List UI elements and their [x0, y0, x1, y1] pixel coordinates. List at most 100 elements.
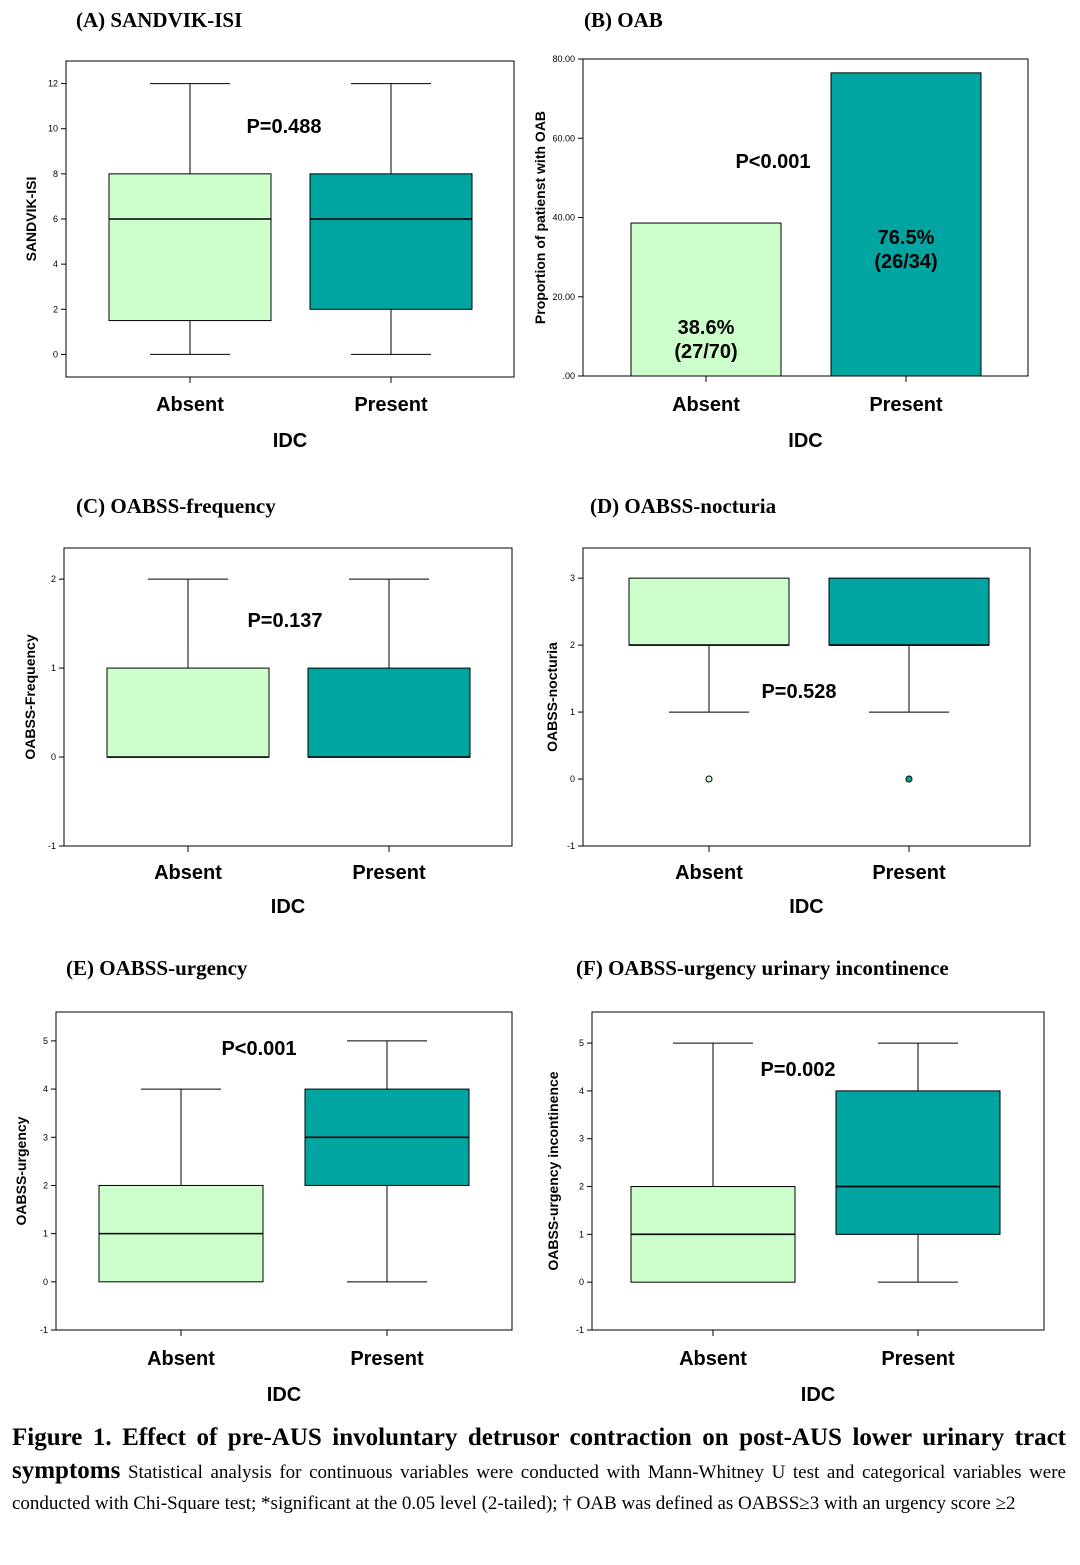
x-tick-label: Absent — [147, 1348, 215, 1370]
y-tick-label: 0 — [43, 1277, 48, 1287]
y-tick-label: 60.00 — [552, 133, 575, 143]
x-tick-label: Absent — [679, 1348, 747, 1370]
panel-title: (D) OABSS-nocturia — [590, 494, 777, 518]
outlier-point — [705, 775, 713, 783]
panel-title: (A) SANDVIK-ISI — [76, 8, 242, 32]
y-tick-label: 8 — [53, 169, 58, 179]
y-tick-label: 4 — [43, 1084, 48, 1094]
y-tick-label: 1 — [579, 1229, 584, 1239]
panel-title: (C) OABSS-frequency — [76, 494, 276, 518]
y-tick-label: 1 — [43, 1229, 48, 1239]
y-tick-label: -1 — [48, 841, 56, 851]
x-tick-label: Absent — [156, 394, 224, 416]
chart-panel-4: (D) OABSS-nocturia -1 0 1 2 3 OABSS-nocturia Ab… — [544, 494, 1031, 918]
y-tick-label: 3 — [579, 1134, 584, 1144]
box-present — [307, 667, 471, 758]
x-axis-title: IDC — [267, 1384, 301, 1406]
bar-value-label: 76.5% — [878, 227, 935, 249]
p-value-annotation: P<0.001 — [735, 151, 810, 173]
y-tick-label: 20.00 — [552, 292, 575, 302]
x-tick-label: Absent — [672, 394, 740, 416]
y-tick-label: 2 — [579, 1182, 584, 1192]
x-tick-label: Absent — [675, 862, 743, 884]
y-tick-label: 0 — [570, 774, 575, 784]
x-axis-title: IDC — [271, 896, 305, 918]
bar-count-label: (26/34) — [874, 251, 937, 273]
p-value-annotation: P=0.528 — [761, 681, 836, 703]
y-tick-label: 3 — [570, 573, 575, 583]
box-absent — [108, 173, 272, 322]
panel-title: (E) OABSS-urgency — [66, 956, 248, 980]
y-tick-label: 2 — [43, 1180, 48, 1190]
x-tick-label: Present — [350, 1348, 424, 1370]
figure-caption: Figure 1. Effect of pre-AUS involuntary … — [12, 1422, 1066, 1519]
plot-frame — [591, 1011, 1045, 1331]
outlier-point — [905, 775, 913, 783]
figure-svg: (A) SANDVIK-ISI024681012SANDVIK-ISIAbsen… — [13, 8, 1045, 1406]
y-tick-label: -1 — [567, 841, 575, 851]
y-tick-label: 0 — [53, 349, 58, 359]
box-present — [835, 1090, 1001, 1235]
x-tick-label: Present — [354, 394, 428, 416]
panel-title: (F) OABSS-urgency urinary incontinence — [576, 956, 949, 980]
box-absent — [106, 667, 270, 758]
box-present — [828, 577, 990, 646]
y-tick-label: 10 — [48, 124, 58, 134]
plot-frame — [55, 1011, 513, 1331]
p-value-annotation: P=0.002 — [760, 1059, 835, 1081]
y-tick-label: 80.00 — [552, 54, 575, 64]
plot-frame — [63, 547, 513, 847]
bar-count-label: (27/70) — [674, 341, 737, 363]
y-tick-label: -1 — [40, 1325, 48, 1335]
caption-title: Figure 1. Effect of pre-AUS involuntary … — [12, 1424, 1066, 1484]
p-value-annotation: P=0.488 — [246, 116, 321, 138]
caption-text: Statistical analysis for continuous vari… — [12, 1462, 1066, 1514]
y-tick-label: 5 — [43, 1036, 48, 1046]
x-tick-label: Absent — [154, 862, 222, 884]
y-tick-label: 40.00 — [552, 213, 575, 223]
y-tick-label: .00 — [562, 371, 575, 381]
p-value-annotation: P<0.001 — [221, 1038, 296, 1060]
box-absent — [628, 577, 790, 646]
chart-panel-2: (B) OAB .00 20.00 40.00 60.00 80.00 Proportion… — [532, 8, 1029, 452]
chart-panel-3: (C) OABSS-frequency -1 0 1 2 OABSS-Frequency A… — [22, 494, 513, 918]
y-tick-label: 3 — [43, 1132, 48, 1142]
y-tick-label: 12 — [48, 79, 58, 89]
y-tick-label: 4 — [53, 259, 58, 269]
bar-absent — [630, 222, 782, 377]
x-axis-title: IDC — [273, 430, 307, 452]
y-axis-title: SANDVIK-ISI — [23, 177, 39, 262]
y-tick-label: -1 — [576, 1325, 584, 1335]
y-tick-label: 6 — [53, 214, 58, 224]
y-axis-title: OABSS-urgency incontinence — [545, 1071, 561, 1270]
x-tick-label: Present — [872, 862, 946, 884]
y-tick-label: 4 — [579, 1086, 584, 1096]
bar-present — [830, 72, 982, 377]
chart-panel-6: (F) OABSS-urgency urinary incontinence -1… — [545, 956, 1045, 1406]
y-tick-label: 1 — [51, 663, 56, 673]
y-tick-label: 2 — [51, 574, 56, 584]
y-tick-label: 5 — [579, 1038, 584, 1048]
box-present — [309, 173, 473, 310]
x-tick-label: Present — [869, 394, 943, 416]
y-tick-label: 0 — [579, 1277, 584, 1287]
x-axis-title: IDC — [788, 430, 822, 452]
y-tick-label: 2 — [570, 640, 575, 650]
chart-panel-1: (A) SANDVIK-ISI 0 2 4 6 8 10 12 SANDVIK-ISI Absen… — [23, 8, 515, 452]
y-axis-title: OABSS-nocturia — [544, 642, 560, 752]
panel-title: (B) OAB — [584, 8, 663, 32]
bar-value-label: 38.6% — [678, 317, 735, 339]
x-tick-label: Present — [881, 1348, 955, 1370]
plot-frame — [582, 547, 1031, 847]
y-tick-label: 2 — [53, 304, 58, 314]
y-axis-title: Proportion of patienst with OAB — [532, 111, 548, 324]
y-axis-title: OABSS-urgency — [13, 1116, 29, 1225]
y-tick-label: 0 — [51, 752, 56, 762]
chart-panel-5: (E) OABSS-urgency -1 0 1 2 3 4 5 OABSS-urgency Ab… — [13, 956, 513, 1406]
y-axis-title: OABSS-Frequency — [22, 634, 38, 759]
p-value-annotation: P=0.137 — [247, 610, 322, 632]
x-tick-label: Present — [352, 862, 426, 884]
x-axis-title: IDC — [789, 896, 823, 918]
y-tick-label: 1 — [570, 707, 575, 717]
x-axis-title: IDC — [801, 1384, 835, 1406]
